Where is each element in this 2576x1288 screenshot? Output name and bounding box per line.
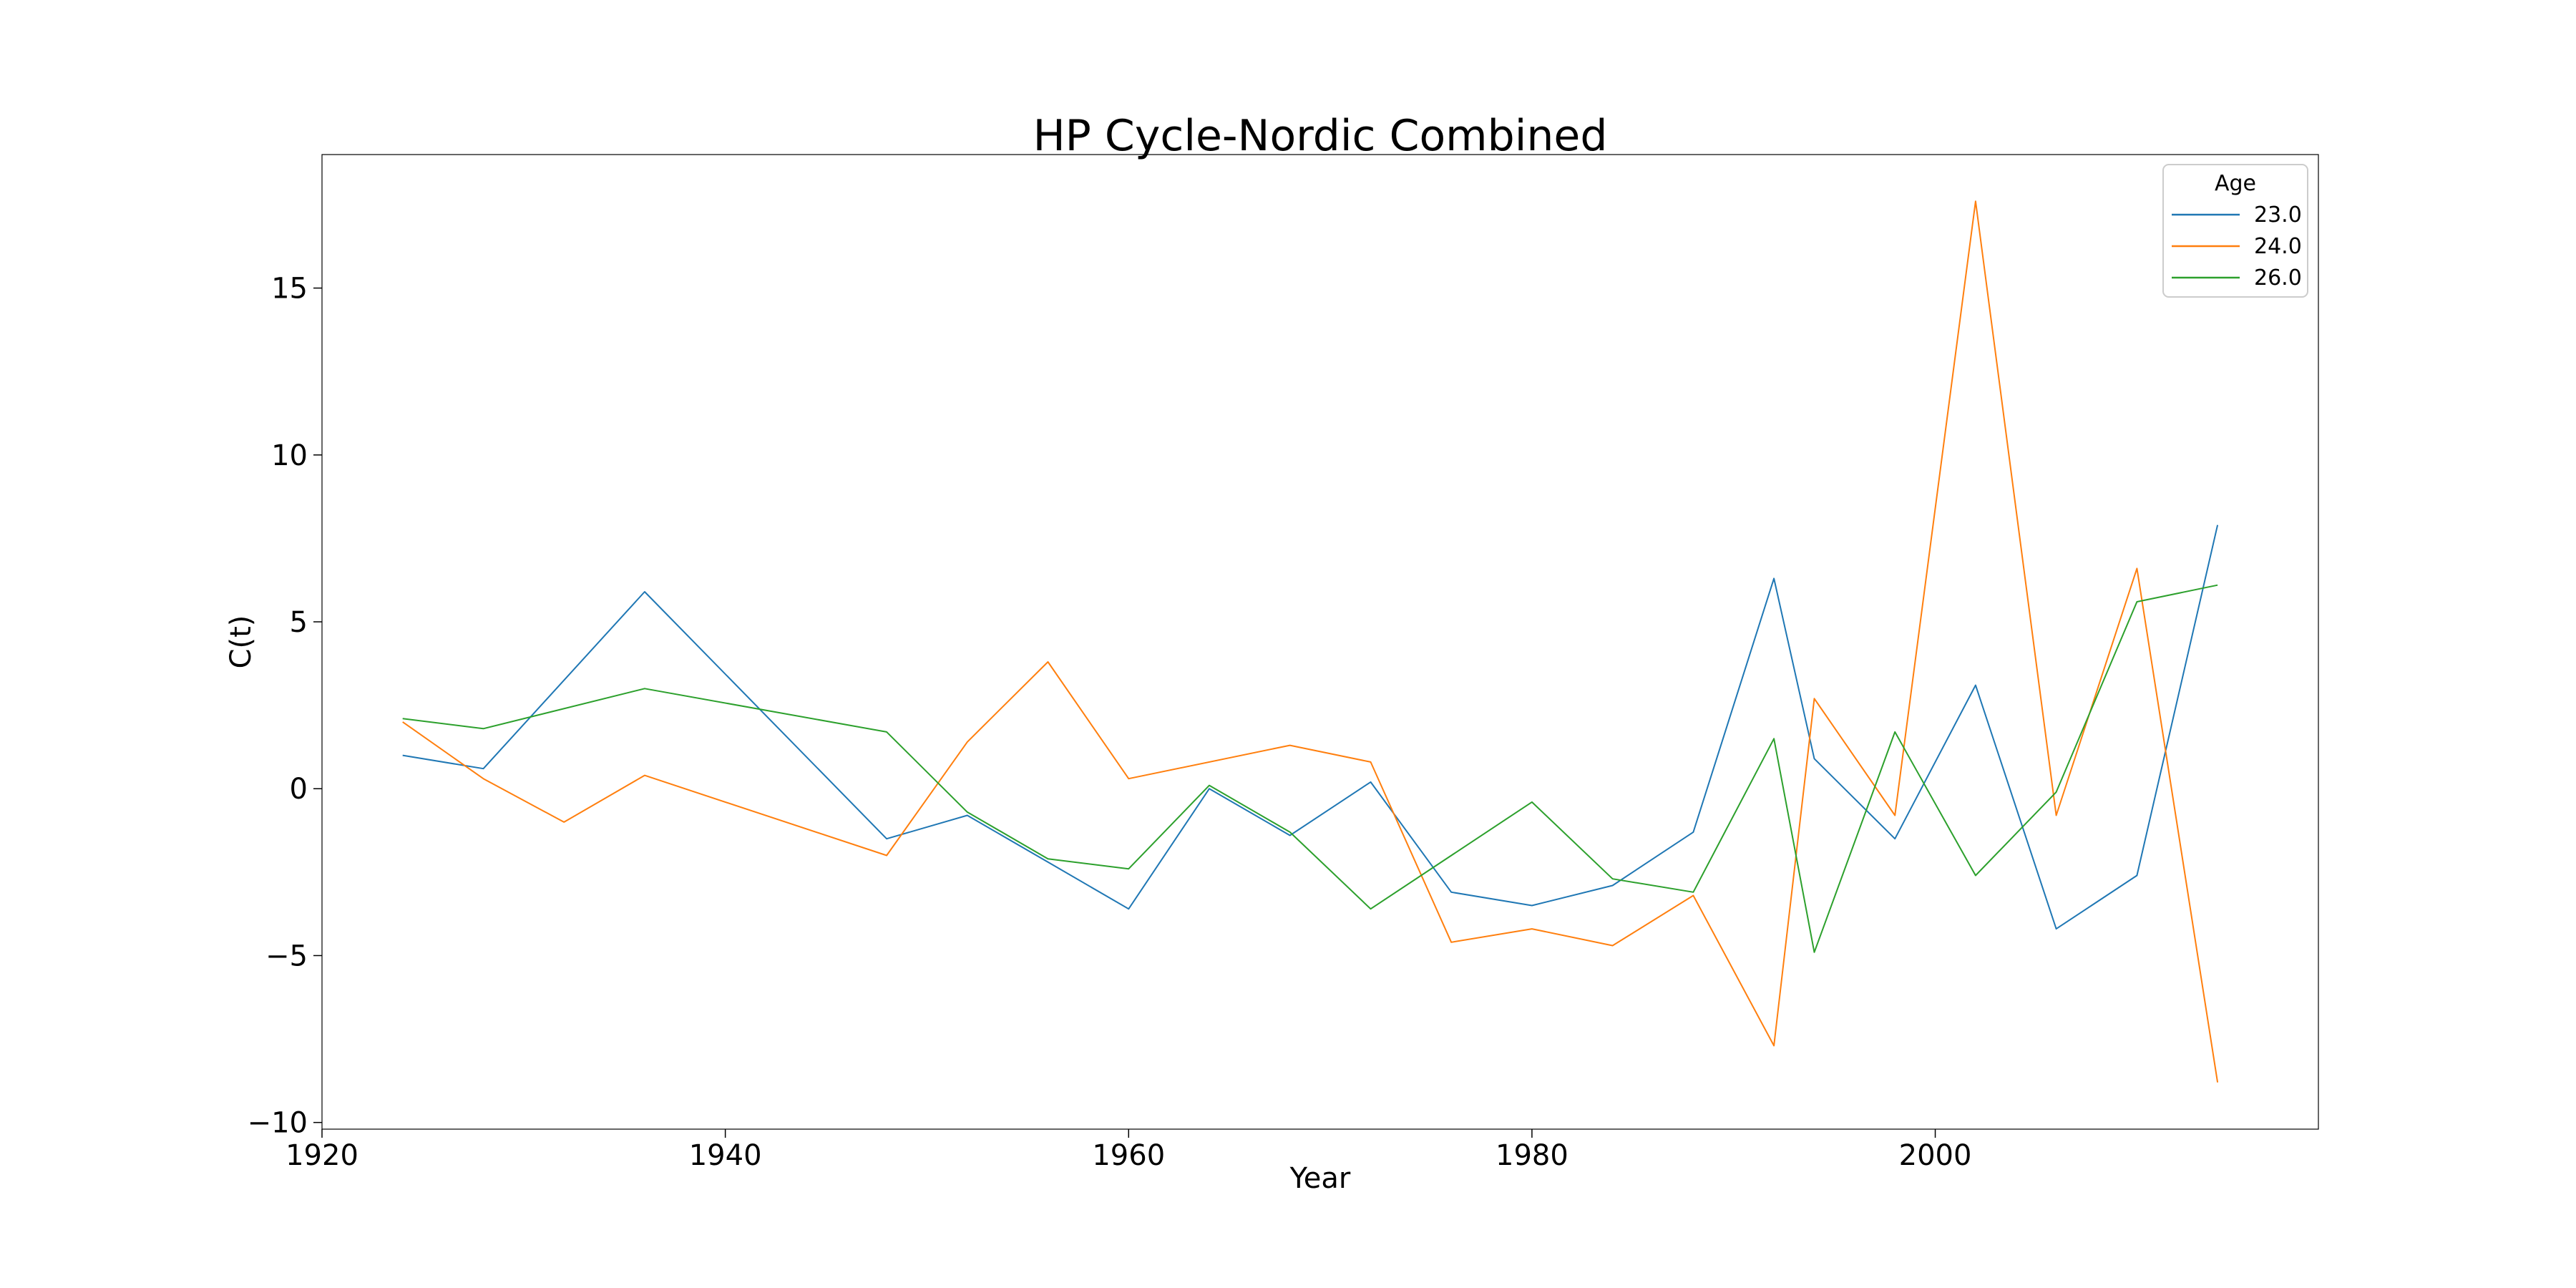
legend-label: 26.0 bbox=[2254, 265, 2302, 291]
legend-entries: 23.0 24.0 26.0 bbox=[2172, 203, 2302, 291]
y-axis-label: C(t) bbox=[225, 615, 258, 669]
y-tick-label: 10 bbox=[271, 439, 308, 472]
legend-box bbox=[2162, 164, 2308, 298]
y-axis: −10 −5 0 5 10 15 bbox=[248, 273, 322, 1140]
series-lines bbox=[402, 200, 2219, 1083]
y-tick-label: −10 bbox=[248, 1107, 308, 1140]
x-axis: 1920 1940 1960 1980 2000 bbox=[286, 1129, 1971, 1172]
x-tick-label: 1980 bbox=[1496, 1139, 1568, 1172]
chart-title: HP Cycle-Nordic Combined bbox=[1033, 111, 1608, 161]
plot-area bbox=[321, 154, 2319, 1130]
x-tick-label: 1920 bbox=[286, 1139, 358, 1172]
series-line-23.0 bbox=[402, 525, 2219, 930]
x-tick-label: 2000 bbox=[1899, 1139, 1972, 1172]
legend-label: 23.0 bbox=[2254, 203, 2302, 228]
legend: Age 23.0 24.0 26.0 bbox=[2162, 164, 2308, 298]
x-tick-label: 1960 bbox=[1092, 1139, 1165, 1172]
x-axis-label: Year bbox=[1289, 1162, 1351, 1195]
legend-title: Age bbox=[2215, 171, 2256, 196]
y-tick-label: 5 bbox=[290, 606, 308, 639]
y-tick-label: 0 bbox=[290, 773, 308, 806]
y-tick-label: −5 bbox=[265, 940, 308, 972]
series-line-24.0 bbox=[402, 200, 2219, 1083]
series-line-26.0 bbox=[402, 584, 2218, 953]
legend-label: 24.0 bbox=[2254, 234, 2302, 259]
y-tick-label: 15 bbox=[271, 273, 308, 306]
x-tick-label: 1940 bbox=[689, 1139, 762, 1172]
